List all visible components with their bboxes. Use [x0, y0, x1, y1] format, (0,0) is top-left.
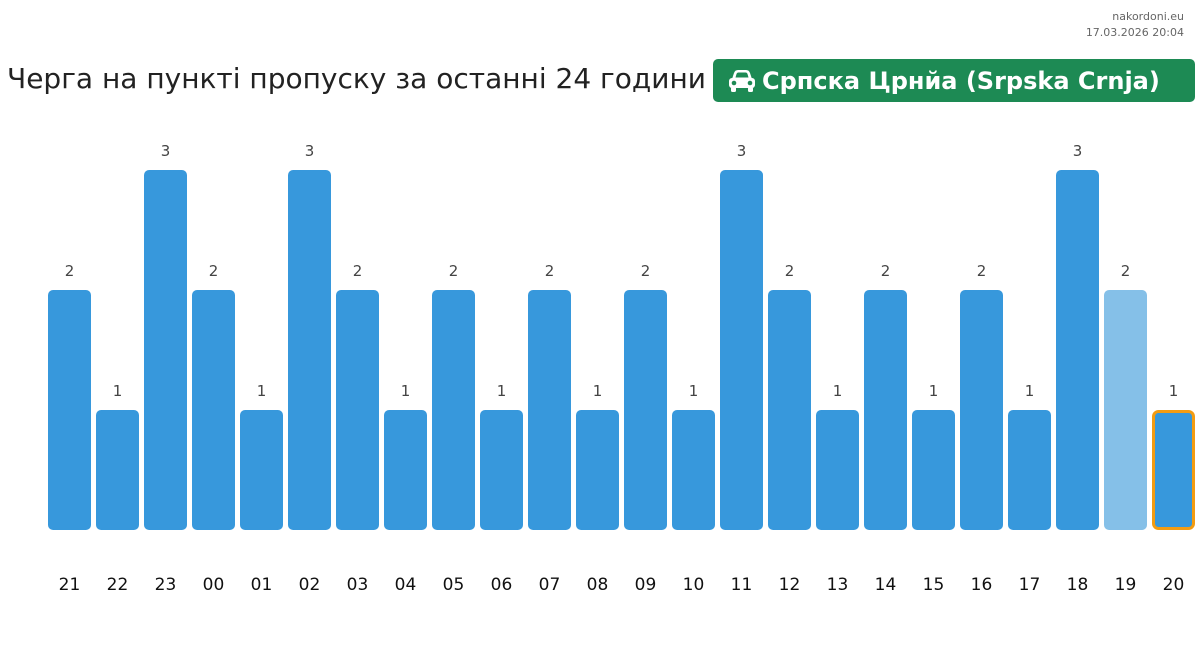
- data-label-14: 2: [881, 262, 891, 280]
- x-tick-18: 18: [1067, 575, 1089, 595]
- bar-07: [528, 290, 571, 530]
- data-label-08: 1: [593, 382, 603, 400]
- bar-08: [576, 410, 619, 530]
- bar-04: [384, 410, 427, 530]
- checkpoint-name: Српска Црнйа (Srpska Crnja): [762, 66, 1160, 95]
- x-tick-10: 10: [683, 575, 705, 595]
- data-label-00: 2: [209, 262, 219, 280]
- bar-02: [288, 170, 331, 530]
- data-label-10: 1: [689, 382, 699, 400]
- x-tick-00: 00: [203, 575, 225, 595]
- data-label-09: 2: [641, 262, 651, 280]
- data-label-07: 2: [545, 262, 555, 280]
- x-tick-20: 20: [1163, 575, 1185, 595]
- data-label-05: 2: [449, 262, 459, 280]
- x-tick-23: 23: [155, 575, 177, 595]
- x-tick-15: 15: [923, 575, 945, 595]
- data-label-15: 1: [929, 382, 939, 400]
- bar-09: [624, 290, 667, 530]
- data-label-13: 1: [833, 382, 843, 400]
- x-tick-07: 07: [539, 575, 561, 595]
- x-tick-22: 22: [107, 575, 129, 595]
- x-tick-19: 19: [1115, 575, 1137, 595]
- watermark-site: nakordoni.eu: [1112, 10, 1184, 23]
- x-tick-01: 01: [251, 575, 273, 595]
- bar-16: [960, 290, 1003, 530]
- data-label-17: 1: [1025, 382, 1035, 400]
- bar-17: [1008, 410, 1051, 530]
- data-label-02: 3: [305, 142, 315, 160]
- bar-20: [1152, 410, 1195, 530]
- bar-06: [480, 410, 523, 530]
- bar-10: [672, 410, 715, 530]
- watermark: nakordoni.eu 17.03.2026 20:04: [1086, 9, 1184, 41]
- car-icon: [728, 69, 756, 93]
- x-tick-02: 02: [299, 575, 321, 595]
- bar-21: [48, 290, 91, 530]
- x-tick-06: 06: [491, 575, 513, 595]
- data-label-16: 2: [977, 262, 987, 280]
- bar-23: [144, 170, 187, 530]
- data-label-21: 2: [65, 262, 75, 280]
- x-tick-04: 04: [395, 575, 417, 595]
- x-tick-03: 03: [347, 575, 369, 595]
- x-tick-08: 08: [587, 575, 609, 595]
- x-tick-09: 09: [635, 575, 657, 595]
- data-label-12: 2: [785, 262, 795, 280]
- x-tick-17: 17: [1019, 575, 1041, 595]
- data-label-04: 1: [401, 382, 411, 400]
- bar-19: [1104, 290, 1147, 530]
- data-label-22: 1: [113, 382, 123, 400]
- bar-05: [432, 290, 475, 530]
- data-label-01: 1: [257, 382, 267, 400]
- bar-12: [768, 290, 811, 530]
- bar-01: [240, 410, 283, 530]
- bar-00: [192, 290, 235, 530]
- data-label-06: 1: [497, 382, 507, 400]
- x-tick-11: 11: [731, 575, 753, 595]
- bar-22: [96, 410, 139, 530]
- data-label-19: 2: [1121, 262, 1131, 280]
- checkpoint-badge: Српска Црнйа (Srpska Crnja): [713, 59, 1195, 102]
- bar-14: [864, 290, 907, 530]
- x-tick-16: 16: [971, 575, 993, 595]
- bar-15: [912, 410, 955, 530]
- data-label-03: 2: [353, 262, 363, 280]
- bar-18: [1056, 170, 1099, 530]
- x-tick-05: 05: [443, 575, 465, 595]
- data-label-23: 3: [161, 142, 171, 160]
- chart-title: Черга на пункті пропуску за останні 24 г…: [7, 62, 706, 95]
- data-label-20: 1: [1169, 382, 1179, 400]
- x-tick-12: 12: [779, 575, 801, 595]
- x-tick-21: 21: [59, 575, 81, 595]
- data-label-11: 3: [737, 142, 747, 160]
- bar-11: [720, 170, 763, 530]
- x-tick-13: 13: [827, 575, 849, 595]
- bar-13: [816, 410, 859, 530]
- watermark-datetime: 17.03.2026 20:04: [1085, 26, 1184, 39]
- x-tick-14: 14: [875, 575, 897, 595]
- data-label-18: 3: [1073, 142, 1083, 160]
- bar-03: [336, 290, 379, 530]
